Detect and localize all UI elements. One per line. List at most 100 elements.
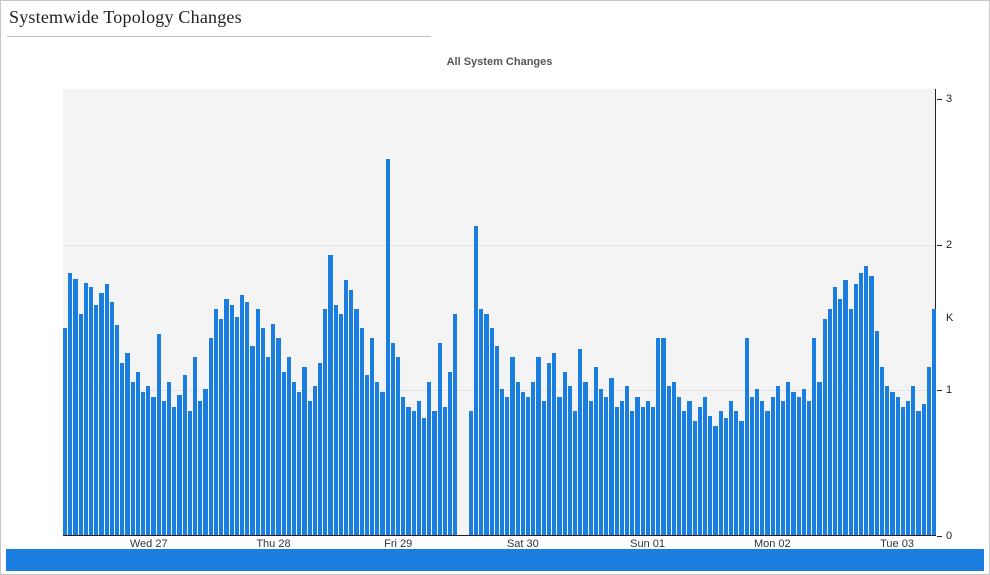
bar[interactable] xyxy=(583,382,588,535)
bar[interactable] xyxy=(729,401,734,535)
bar[interactable] xyxy=(739,421,744,535)
bar[interactable] xyxy=(567,386,572,535)
bar[interactable] xyxy=(853,284,859,535)
bar[interactable] xyxy=(588,401,593,535)
bar[interactable] xyxy=(406,406,411,535)
bar[interactable] xyxy=(562,371,567,535)
bar[interactable] xyxy=(198,401,203,535)
bar[interactable] xyxy=(255,309,260,535)
bar[interactable] xyxy=(489,328,494,535)
bar[interactable] xyxy=(328,255,333,535)
bar[interactable] xyxy=(833,287,838,535)
bar[interactable] xyxy=(510,357,515,535)
bar[interactable] xyxy=(120,363,125,535)
bar[interactable] xyxy=(302,367,307,535)
bar[interactable] xyxy=(416,401,422,535)
bar[interactable] xyxy=(890,392,895,535)
bar[interactable] xyxy=(895,396,900,535)
bar[interactable] xyxy=(167,382,172,535)
bar[interactable] xyxy=(708,415,713,535)
bar[interactable] xyxy=(624,386,630,535)
bar[interactable] xyxy=(484,313,489,535)
bar[interactable] xyxy=(141,392,146,535)
bar[interactable] xyxy=(817,382,822,535)
bar[interactable] xyxy=(479,309,484,535)
bar[interactable] xyxy=(864,265,869,535)
bar[interactable] xyxy=(448,371,453,535)
bar[interactable] xyxy=(848,309,853,535)
bar[interactable] xyxy=(338,313,343,535)
bar[interactable] xyxy=(182,374,187,535)
bar[interactable] xyxy=(453,313,458,535)
bar[interactable] xyxy=(307,401,312,535)
bar[interactable] xyxy=(422,418,427,535)
bar[interactable] xyxy=(312,386,317,535)
bar[interactable] xyxy=(68,272,73,535)
bar[interactable] xyxy=(557,396,562,535)
bar[interactable] xyxy=(146,386,151,535)
bar[interactable] xyxy=(281,371,286,535)
bar[interactable] xyxy=(401,396,406,535)
bar[interactable] xyxy=(614,406,619,535)
bar[interactable] xyxy=(526,396,531,535)
bar[interactable] xyxy=(203,389,208,535)
bar[interactable] xyxy=(931,309,937,535)
bar[interactable] xyxy=(276,338,281,535)
bar[interactable] xyxy=(109,301,115,535)
bar[interactable] xyxy=(838,299,843,535)
bar[interactable] xyxy=(885,386,890,535)
bar[interactable] xyxy=(536,357,541,535)
bar[interactable] xyxy=(734,411,739,535)
bar[interactable] xyxy=(396,357,401,535)
bar[interactable] xyxy=(552,352,557,535)
bar[interactable] xyxy=(874,331,879,535)
bar[interactable] xyxy=(234,316,239,535)
bar[interactable] xyxy=(135,371,141,535)
bar[interactable] xyxy=(291,382,297,535)
bar[interactable] xyxy=(718,411,723,535)
bar[interactable] xyxy=(749,396,755,535)
bar[interactable] xyxy=(380,392,385,535)
bar[interactable] xyxy=(115,325,120,535)
bar[interactable] xyxy=(208,338,213,535)
bar[interactable] xyxy=(385,159,390,535)
plot-area[interactable] xyxy=(63,89,937,536)
bar[interactable] xyxy=(755,389,760,535)
bar[interactable] xyxy=(364,374,369,535)
bar[interactable] xyxy=(494,345,500,535)
bar[interactable] xyxy=(879,367,885,535)
bar[interactable] xyxy=(89,287,94,535)
bar[interactable] xyxy=(239,294,245,535)
bar[interactable] xyxy=(317,363,323,535)
bar[interactable] xyxy=(692,421,697,535)
bar[interactable] xyxy=(604,396,609,535)
bar[interactable] xyxy=(713,425,718,535)
bar[interactable] xyxy=(172,406,177,535)
bar[interactable] xyxy=(541,401,546,535)
time-range-selector[interactable] xyxy=(6,549,984,571)
bar[interactable] xyxy=(598,389,604,535)
bar[interactable] xyxy=(125,352,130,535)
bar[interactable] xyxy=(427,382,432,535)
bar[interactable] xyxy=(656,338,661,535)
bar[interactable] xyxy=(546,363,552,535)
bar[interactable] xyxy=(682,411,687,535)
bar[interactable] xyxy=(359,328,364,535)
bar[interactable] xyxy=(474,226,479,535)
bar[interactable] xyxy=(812,338,817,535)
bar[interactable] xyxy=(323,309,328,535)
bar[interactable] xyxy=(442,406,448,535)
bar[interactable] xyxy=(213,309,219,535)
bar[interactable] xyxy=(224,299,229,535)
bar[interactable] xyxy=(859,272,864,535)
bar[interactable] xyxy=(390,342,395,535)
bar[interactable] xyxy=(156,333,161,535)
bar[interactable] xyxy=(271,323,276,535)
bar[interactable] xyxy=(770,396,775,535)
bar[interactable] xyxy=(297,392,302,535)
bar[interactable] xyxy=(926,367,931,535)
bar[interactable] xyxy=(531,382,536,535)
bar[interactable] xyxy=(661,338,666,535)
bar[interactable] xyxy=(245,301,250,535)
bar[interactable] xyxy=(744,338,749,535)
